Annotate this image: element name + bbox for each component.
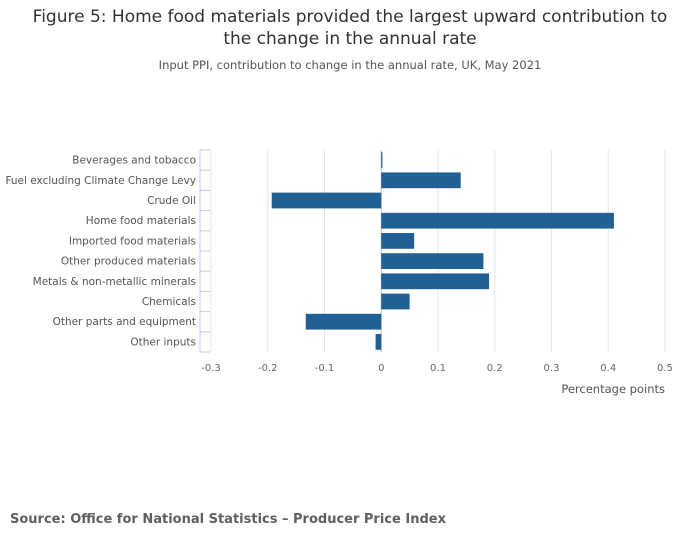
bar[interactable] (305, 313, 382, 330)
grid-lines (210, 150, 666, 352)
x-tick-label: -0.2 (258, 363, 278, 374)
x-tick-label: 0 (378, 363, 384, 374)
category-label: Other produced materials (61, 256, 196, 268)
category-label: Home food materials (86, 215, 196, 227)
bar[interactable] (381, 152, 383, 168)
category-label: Fuel excluding Climate Change Levy (5, 175, 196, 187)
x-tick-label: 0.1 (430, 363, 446, 374)
x-tick-label: 0.5 (657, 363, 673, 374)
bar[interactable] (381, 293, 410, 310)
bar[interactable] (381, 172, 461, 189)
bar[interactable] (381, 273, 490, 290)
x-tick-label: 0.3 (544, 363, 560, 374)
category-label: Beverages and tobacco (72, 155, 196, 167)
bar[interactable] (381, 253, 484, 269)
category-label: Crude Oil (147, 195, 196, 207)
category-label: Other inputs (130, 336, 196, 348)
category-label: Other parts and equipment (53, 316, 196, 328)
x-tick-label: 0.2 (487, 363, 503, 374)
category-label: Imported food materials (69, 235, 196, 247)
x-tick-label: 0.4 (600, 363, 616, 374)
y-axis (199, 149, 210, 353)
x-tick-label: -0.3 (201, 363, 221, 374)
x-tick-labels: -0.3 -0.2 -0.1 0 0.1 0.2 0.3 0.4 0.5 (201, 363, 673, 374)
bar[interactable] (375, 334, 382, 350)
bars (271, 152, 614, 350)
x-tick-label: -0.1 (315, 363, 335, 374)
chart-subtitle: Input PPI, contribution to change in the… (158, 58, 542, 72)
x-axis-title: Percentage points (561, 382, 665, 396)
bar[interactable] (381, 212, 614, 229)
category-label: Metals & non-metallic minerals (33, 276, 196, 288)
category-label: Chemicals (142, 296, 196, 308)
bar[interactable] (271, 192, 382, 209)
bar[interactable] (381, 233, 415, 249)
source-note: Source: Office for National Statistics –… (10, 512, 446, 527)
category-labels: Beverages and tobacco Fuel excluding Clim… (5, 155, 196, 349)
chart-title: Figure 5: Home food materials provided t… (32, 7, 668, 49)
